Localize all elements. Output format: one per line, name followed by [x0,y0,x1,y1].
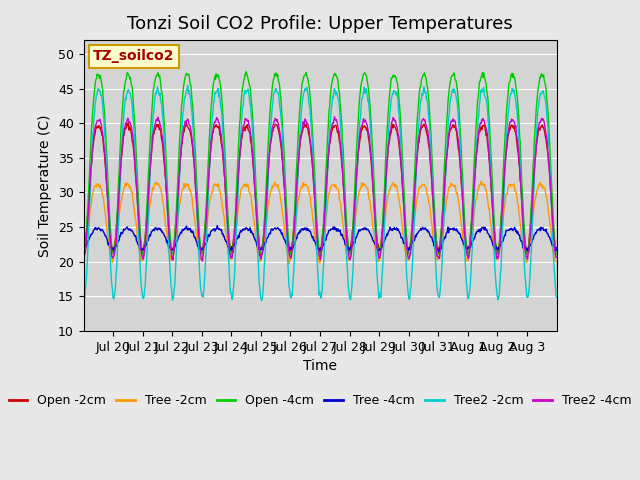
Tree -2cm [79,258,87,264]
Legend: Open -2cm, Tree -2cm, Open -4cm, Tree -4cm, Tree2 -2cm, Tree2 -4cm: Open -2cm, Tree -2cm, Open -4cm, Tree -4… [3,389,637,412]
Tree2 -4cm [331,114,339,120]
Tree -2cm [396,198,403,204]
Tree -4cm [553,245,561,251]
Tree2 -2cm [369,183,377,189]
Open -4cm [396,106,404,112]
Tree -2cm [246,190,253,196]
Tree -4cm [369,238,376,243]
Tree2 -2cm [135,239,143,244]
Line: Open -2cm: Open -2cm [83,123,557,253]
Open -4cm [246,84,254,90]
Tree -4cm [264,235,272,240]
Line: Open -4cm: Open -4cm [83,72,557,257]
Open -2cm [182,120,190,126]
Line: Tree -4cm: Tree -4cm [83,226,557,252]
Tree -4cm [214,223,221,228]
Tree2 -4cm [246,126,254,132]
Tree -4cm [435,249,442,254]
Y-axis label: Soil Temperature (C): Soil Temperature (C) [38,114,52,257]
Open -4cm [79,251,87,256]
Tree2 -4cm [553,254,561,260]
Open -4cm [553,251,561,257]
Tree2 -4cm [264,173,272,179]
Tree -4cm [79,244,87,250]
Tree2 -4cm [223,208,230,214]
Open -4cm [243,69,250,74]
Tree2 -4cm [396,147,404,153]
Tree2 -2cm [265,165,273,170]
Tree -4cm [223,239,230,245]
Text: TZ_soilco2: TZ_soilco2 [93,49,175,63]
Tree2 -2cm [184,83,191,88]
Tree -4cm [246,225,254,230]
Tree2 -2cm [79,294,87,300]
Open -2cm [396,144,403,149]
Title: Tonzi Soil CO2 Profile: Upper Temperatures: Tonzi Soil CO2 Profile: Upper Temperatur… [127,15,513,33]
Tree2 -2cm [396,125,404,131]
Tree2 -2cm [553,294,561,300]
Open -2cm [553,245,561,251]
Tree -2cm [285,261,292,266]
Tree2 -4cm [369,189,377,194]
Open -2cm [246,131,254,137]
Tree2 -2cm [223,208,230,214]
Tree2 -4cm [79,256,87,262]
X-axis label: Time: Time [303,359,337,373]
Tree -2cm [264,212,271,218]
Open -2cm [223,205,230,211]
Open -2cm [264,170,272,176]
Tree2 -2cm [258,298,266,303]
Open -2cm [435,250,442,256]
Open -2cm [79,247,87,252]
Tree2 -4cm [135,223,143,228]
Open -4cm [135,209,143,215]
Tree -4cm [396,229,403,235]
Open -2cm [135,220,143,226]
Tree2 -4cm [198,258,206,264]
Line: Tree2 -4cm: Tree2 -4cm [83,117,557,261]
Tree -2cm [135,247,143,253]
Open -4cm [264,146,272,152]
Open -4cm [222,172,230,178]
Tree -2cm [369,224,376,229]
Tree -4cm [135,242,143,248]
Tree2 -2cm [246,101,254,107]
Open -4cm [316,254,324,260]
Open -4cm [369,163,377,168]
Tree -2cm [222,232,230,238]
Line: Tree -2cm: Tree -2cm [83,181,557,264]
Tree -2cm [553,259,561,265]
Line: Tree2 -2cm: Tree2 -2cm [83,85,557,300]
Tree -2cm [477,179,485,184]
Open -2cm [369,181,376,187]
